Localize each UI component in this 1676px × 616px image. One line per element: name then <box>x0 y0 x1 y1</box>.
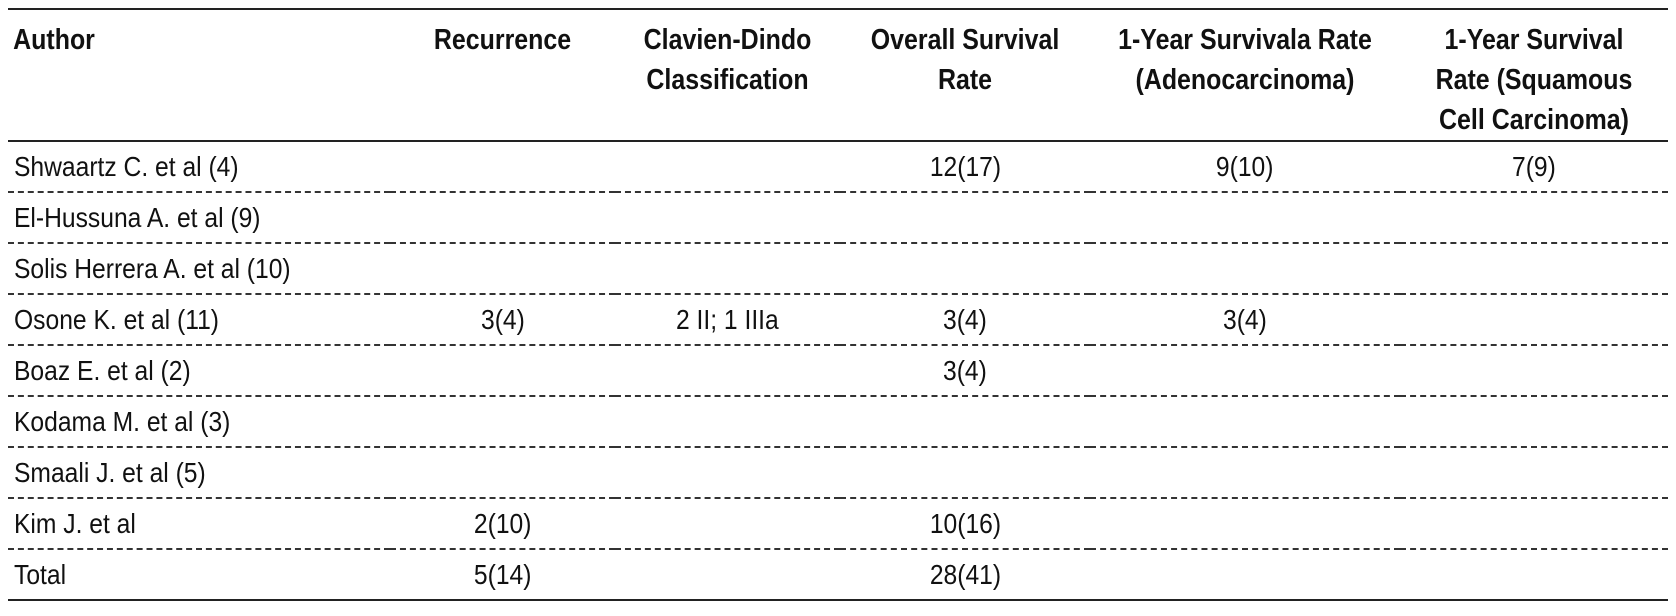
cell-value: 12(17) <box>929 150 1001 182</box>
author-cell: Shwaartz C. et al (4) <box>8 141 390 192</box>
survival-adenocarcinoma-cell <box>1090 396 1400 447</box>
survival-squamous-cell <box>1400 549 1668 600</box>
cell-value: Kim J. et al <box>14 507 136 539</box>
header-overall-survival: Overall Survival Rate <box>870 24 1060 96</box>
survival-squamous-cell <box>1400 498 1668 549</box>
author-cell: Osone K. et al (11) <box>8 294 390 345</box>
overall-survival-cell: 28(41) <box>840 549 1090 600</box>
cell-value: 7(9) <box>1512 150 1556 182</box>
cell-value: 9(10) <box>1216 150 1274 182</box>
overall-survival-cell: 10(16) <box>840 498 1090 549</box>
survival-squamous-cell: 7(9) <box>1400 141 1668 192</box>
cell-value: Shwaartz C. et al (4) <box>14 150 239 182</box>
author-cell: Kim J. et al <box>8 498 390 549</box>
table-row: Shwaartz C. et al (4) 12(17) 9(10) 7(9) <box>8 141 1668 192</box>
overall-survival-cell <box>840 243 1090 294</box>
recurrence-cell <box>390 396 615 447</box>
data-table: Author Recurrence Clavien-Dindo Classifi… <box>8 8 1668 601</box>
clavien-dindo-cell <box>615 141 840 192</box>
header-recurrence: Recurrence <box>433 24 572 56</box>
header-row: Author Recurrence Clavien-Dindo Classifi… <box>8 9 1668 141</box>
recurrence-cell <box>390 447 615 498</box>
clavien-dindo-cell <box>615 345 840 396</box>
survival-adenocarcinoma-cell <box>1090 447 1400 498</box>
cell-value: Boaz E. et al (2) <box>14 354 191 386</box>
cell-value: Solis Herrera A. et al (10) <box>14 252 291 284</box>
survival-adenocarcinoma-cell: 9(10) <box>1090 141 1400 192</box>
cell-value: Osone K. et al (11) <box>14 303 219 335</box>
header-survival-squamous: 1-Year Survival Rate (Squamous Cell Carc… <box>1435 24 1633 136</box>
table-row: Smaali J. et al (5) <box>8 447 1668 498</box>
survival-adenocarcinoma-cell <box>1090 549 1400 600</box>
survival-squamous-cell <box>1400 447 1668 498</box>
cell-value: 2 II; 1 IIIa <box>676 303 779 335</box>
author-cell: El-Hussuna A. et al (9) <box>8 192 390 243</box>
recurrence-cell <box>390 243 615 294</box>
overall-survival-cell <box>840 447 1090 498</box>
recurrence-cell <box>390 141 615 192</box>
clavien-dindo-cell <box>615 549 840 600</box>
cell-value: El-Hussuna A. et al (9) <box>14 201 261 233</box>
clavien-dindo-cell <box>615 498 840 549</box>
author-cell: Kodama M. et al (3) <box>8 396 390 447</box>
overall-survival-cell <box>840 396 1090 447</box>
survival-squamous-cell <box>1400 396 1668 447</box>
overall-survival-cell: 3(4) <box>840 345 1090 396</box>
recurrence-cell: 3(4) <box>390 294 615 345</box>
cell-value: 3(4) <box>943 303 987 335</box>
table-header: Author Recurrence Clavien-Dindo Classifi… <box>8 9 1668 141</box>
table-row: Solis Herrera A. et al (10) <box>8 243 1668 294</box>
total-row: Total 5(14) 28(41) <box>8 549 1668 600</box>
table-row: El-Hussuna A. et al (9) <box>8 192 1668 243</box>
author-cell: Solis Herrera A. et al (10) <box>8 243 390 294</box>
table-row: Kodama M. et al (3) <box>8 396 1668 447</box>
survival-squamous-cell <box>1400 345 1668 396</box>
survival-adenocarcinoma-cell <box>1090 243 1400 294</box>
cell-value: 3(4) <box>480 303 525 335</box>
cell-value: Kodama M. et al (3) <box>14 405 231 437</box>
table-row: Osone K. et al (11) 3(4) 2 II; 1 IIIa 3(4) 3… <box>8 294 1668 345</box>
header-author: Author <box>13 24 95 56</box>
survival-adenocarcinoma-cell <box>1090 345 1400 396</box>
overall-survival-cell: 12(17) <box>840 141 1090 192</box>
recurrence-cell <box>390 192 615 243</box>
author-cell: Total <box>8 549 390 600</box>
survival-squamous-cell <box>1400 243 1668 294</box>
cell-value: 28(41) <box>929 558 1001 590</box>
recurrence-cell: 5(14) <box>390 549 615 600</box>
table-body: Shwaartz C. et al (4) 12(17) 9(10) 7(9) El-H… <box>8 141 1668 600</box>
cell-value: 3(4) <box>943 354 987 386</box>
cell-value: 5(14) <box>473 558 532 590</box>
clavien-dindo-cell: 2 II; 1 IIIa <box>615 294 840 345</box>
overall-survival-cell <box>840 192 1090 243</box>
survival-adenocarcinoma-cell: 3(4) <box>1090 294 1400 345</box>
table-row: Kim J. et al 2(10) 10(16) <box>8 498 1668 549</box>
header-clavien-dindo: Clavien-Dindo Classification <box>643 24 812 96</box>
cell-value: Total <box>14 558 67 590</box>
author-cell: Smaali J. et al (5) <box>8 447 390 498</box>
survival-adenocarcinoma-cell <box>1090 498 1400 549</box>
survival-squamous-cell <box>1400 192 1668 243</box>
recurrence-cell: 2(10) <box>390 498 615 549</box>
cell-value: 3(4) <box>1223 303 1267 335</box>
clavien-dindo-cell <box>615 243 840 294</box>
clavien-dindo-cell <box>615 192 840 243</box>
cell-value: Smaali J. et al (5) <box>14 456 206 488</box>
table-row: Boaz E. et al (2) 3(4) <box>8 345 1668 396</box>
cell-value: 10(16) <box>929 507 1001 539</box>
clavien-dindo-cell <box>615 447 840 498</box>
survival-squamous-cell <box>1400 294 1668 345</box>
author-cell: Boaz E. et al (2) <box>8 345 390 396</box>
recurrence-cell <box>390 345 615 396</box>
header-survival-adenocarcinoma: 1-Year Survivala Rate (Adenocarcinoma) <box>1118 24 1372 96</box>
overall-survival-cell: 3(4) <box>840 294 1090 345</box>
survival-adenocarcinoma-cell <box>1090 192 1400 243</box>
clavien-dindo-cell <box>615 396 840 447</box>
cell-value: 2(10) <box>473 507 532 539</box>
